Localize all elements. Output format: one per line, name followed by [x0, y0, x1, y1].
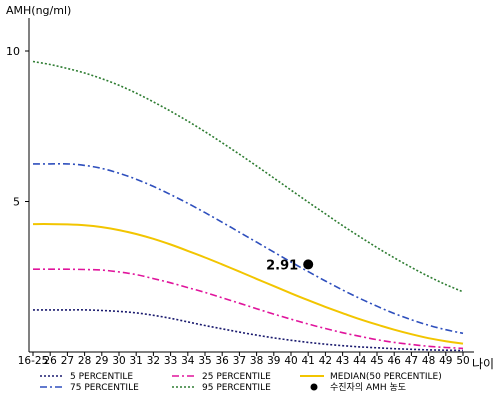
x-tick-label: 30: [112, 355, 125, 367]
x-tick-label: 16-25: [18, 355, 49, 367]
x-tick-label: 42: [319, 355, 332, 367]
x-tick-label: 46: [388, 355, 402, 367]
legend-label: 75 PERCENTILE: [70, 383, 139, 393]
x-tick-label: 34: [181, 355, 195, 367]
x-tick-label: 44: [353, 355, 367, 367]
x-tick-label: 39: [267, 355, 280, 367]
series-line-75-percentile: [33, 162, 464, 335]
axes: AMH(ng/ml) 나이: [6, 4, 494, 371]
y-axis-label: AMH(ng/ml): [6, 4, 71, 17]
x-tick-label: 26: [44, 355, 58, 367]
series-lines: [32, 60, 464, 352]
series-line-5-percentile: [32, 309, 464, 352]
x-tick-label: 35: [198, 355, 211, 367]
x-tick-label: 50: [456, 355, 469, 367]
y-ticks: 5 10: [6, 45, 29, 209]
x-tick-label: 33: [164, 355, 177, 367]
x-tick-label: 32: [147, 355, 160, 367]
x-axis-label: 나이: [472, 357, 494, 371]
x-tick-label: 28: [78, 355, 91, 367]
legend-label: 95 PERCENTILE: [202, 383, 271, 393]
marker-layer: 2.91: [266, 258, 314, 273]
x-tick-label: 49: [439, 355, 452, 367]
x-tick-label: 29: [95, 355, 108, 367]
y-tick-label: 5: [13, 196, 20, 209]
x-tick-label: 38: [250, 355, 263, 367]
x-tick-label: 36: [216, 355, 230, 367]
legend-label: 5 PERCENTILE: [70, 372, 133, 382]
x-tick-label: 37: [233, 355, 246, 367]
x-tick-label: 31: [130, 355, 143, 367]
legend-label: 25 PERCENTILE: [202, 372, 271, 382]
x-tick-label: 48: [422, 355, 435, 367]
patient-amh-marker: [303, 259, 314, 270]
series-line-95-percentile: [32, 60, 464, 293]
y-tick-label: 10: [6, 45, 20, 58]
legend-marker-swatch: [310, 383, 318, 391]
x-tick-label: 47: [405, 355, 418, 367]
legend-label: MEDIAN(50 PERCENTILE): [330, 372, 442, 382]
legend-marker-label: 수진자의 AMH 농도: [330, 382, 406, 393]
series-line-median-50-percentile: [32, 223, 464, 345]
series-line-25-percentile: [33, 268, 464, 350]
legend: 5 PERCENTILE 25 PERCENTILE MEDIAN(50 PERCE…: [40, 372, 442, 393]
x-tick-label: 45: [370, 355, 383, 367]
x-tick-label: 27: [61, 355, 74, 367]
x-tick-label: 41: [302, 355, 315, 367]
x-tick-label: 40: [284, 355, 297, 367]
x-tick-label: 43: [336, 355, 349, 367]
patient-amh-value-label: 2.91: [266, 258, 298, 273]
